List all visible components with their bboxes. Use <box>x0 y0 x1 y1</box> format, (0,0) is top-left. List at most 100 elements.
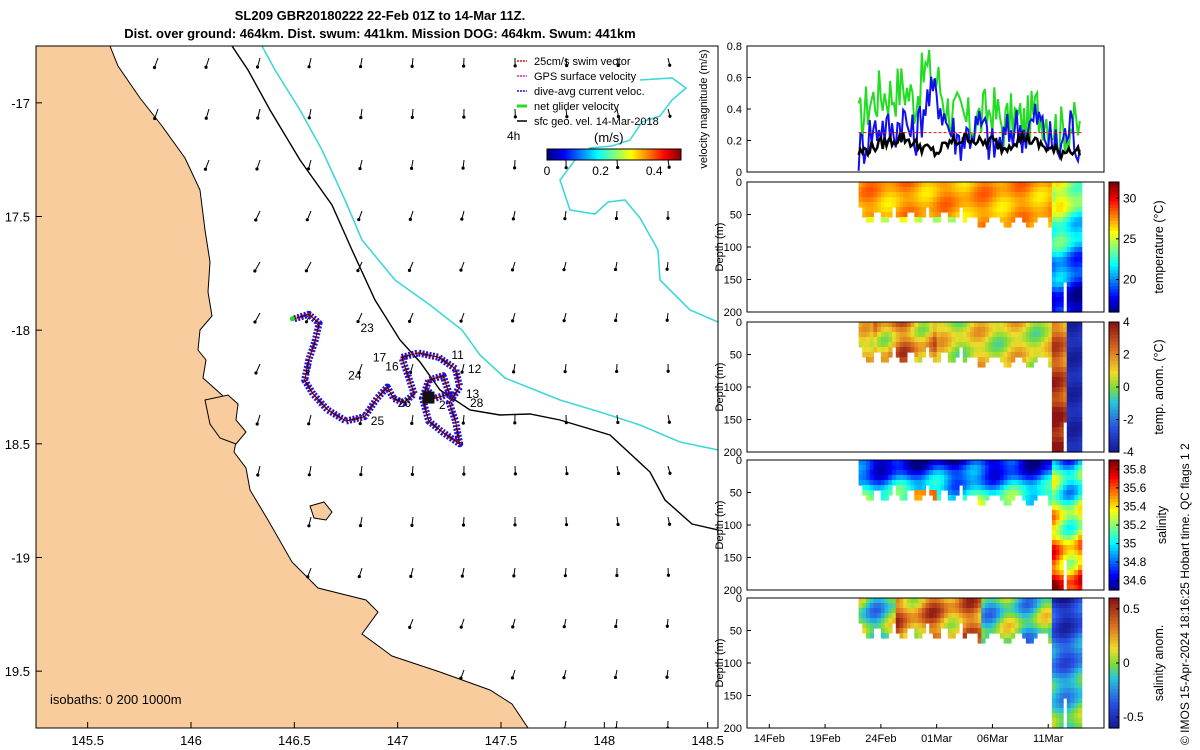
section-cell <box>1051 668 1057 674</box>
velocity-vector-head <box>564 421 568 425</box>
section-colorbar-cell <box>1109 672 1119 677</box>
section-cell <box>1070 367 1075 373</box>
section-cell <box>1033 628 1038 634</box>
section-cell <box>888 347 893 353</box>
section-cell <box>973 327 979 333</box>
velocity-vector-head <box>357 574 361 579</box>
section-cell <box>1003 197 1008 203</box>
section-cell <box>873 342 878 348</box>
section-cell <box>873 485 878 491</box>
section-cell <box>1074 367 1079 373</box>
section-cell <box>1074 510 1079 516</box>
section-cell <box>985 603 990 609</box>
section-cell <box>1070 242 1075 248</box>
section-cell <box>1025 337 1031 343</box>
section-cell <box>1022 598 1027 604</box>
section-cell <box>1078 653 1083 659</box>
day-label: 16 <box>385 360 399 374</box>
section-cell <box>951 347 956 353</box>
section-cell <box>1066 287 1072 293</box>
section-cell <box>899 332 904 338</box>
section-cell <box>1063 417 1068 423</box>
day-label: 17 <box>373 350 387 364</box>
section-cell <box>1037 608 1042 614</box>
section-cell <box>892 470 897 476</box>
velocity-vector-head <box>255 422 259 426</box>
section-cell <box>947 337 953 343</box>
section-cell <box>914 623 919 629</box>
section-cell <box>1007 207 1012 213</box>
section-cell <box>1051 658 1057 664</box>
section-cell <box>866 475 871 481</box>
section-cell <box>951 217 956 223</box>
section-cell <box>1074 688 1079 694</box>
section-cell <box>947 332 953 338</box>
section-cell <box>1074 540 1079 546</box>
section-cell <box>999 633 1005 639</box>
section-cell <box>1018 618 1023 624</box>
section-cell <box>1066 327 1072 333</box>
section-cell <box>1074 678 1079 684</box>
section-cell <box>1025 495 1031 501</box>
section-cell <box>1078 372 1083 378</box>
colorbar-cell <box>640 149 642 160</box>
section-cell <box>903 207 908 213</box>
section-ytick-label: 100 <box>724 520 742 532</box>
section-cell <box>996 598 1001 604</box>
section-cell <box>1040 322 1046 328</box>
section-cell <box>1066 525 1072 531</box>
section-cell <box>1066 282 1072 288</box>
section-cell <box>1029 485 1034 491</box>
section-cell <box>1066 708 1072 714</box>
section-cell <box>1022 495 1027 501</box>
section-cell <box>1074 658 1079 664</box>
colorbar-cell <box>605 149 607 160</box>
section-cell <box>988 207 993 213</box>
section-cell <box>1040 613 1046 619</box>
section-cell <box>947 192 953 198</box>
section-cell <box>999 608 1005 614</box>
section-cell <box>899 613 904 619</box>
time-tick-label: 06Mar <box>977 733 1009 745</box>
section-cell <box>1066 182 1072 188</box>
section-cell <box>992 342 997 348</box>
section-cell <box>977 623 982 629</box>
colorbar-cell <box>582 149 584 160</box>
section-cell <box>988 623 993 629</box>
section-cell <box>999 217 1005 223</box>
section-cell <box>970 207 975 213</box>
velocity-vector-head <box>668 471 672 475</box>
section-cell <box>866 202 871 208</box>
colorbar-cell <box>569 149 571 160</box>
section-cell <box>1051 392 1057 398</box>
section-cell <box>999 470 1005 476</box>
section-cell <box>1033 475 1038 481</box>
section-cell <box>1018 197 1023 203</box>
section-cell <box>970 598 975 604</box>
velocity-vector-head <box>357 217 361 222</box>
section-cell <box>1063 407 1068 413</box>
section-cell <box>992 197 997 203</box>
section-cell <box>866 192 871 198</box>
section-cell <box>1037 628 1042 634</box>
section-cell <box>903 480 908 486</box>
section-cell <box>932 202 938 208</box>
section-cell <box>1055 357 1060 363</box>
section-cell <box>1074 708 1079 714</box>
velocity-vector-head <box>409 574 413 578</box>
section-cell <box>1074 437 1079 443</box>
section-cell <box>947 460 953 466</box>
section-cell <box>970 187 975 193</box>
section-cell <box>1051 292 1057 298</box>
section-cell <box>962 460 967 466</box>
section-cell <box>1051 708 1057 714</box>
section-cell <box>877 202 882 208</box>
section-cell <box>955 475 960 481</box>
section-cell <box>1066 352 1072 358</box>
section-cell <box>1007 480 1012 486</box>
day-label: 2 <box>439 398 446 412</box>
section-cell <box>1025 362 1031 368</box>
section-cell <box>918 337 923 343</box>
section-cell <box>1074 515 1079 521</box>
section-ylabel: Depth (m) <box>714 223 726 272</box>
